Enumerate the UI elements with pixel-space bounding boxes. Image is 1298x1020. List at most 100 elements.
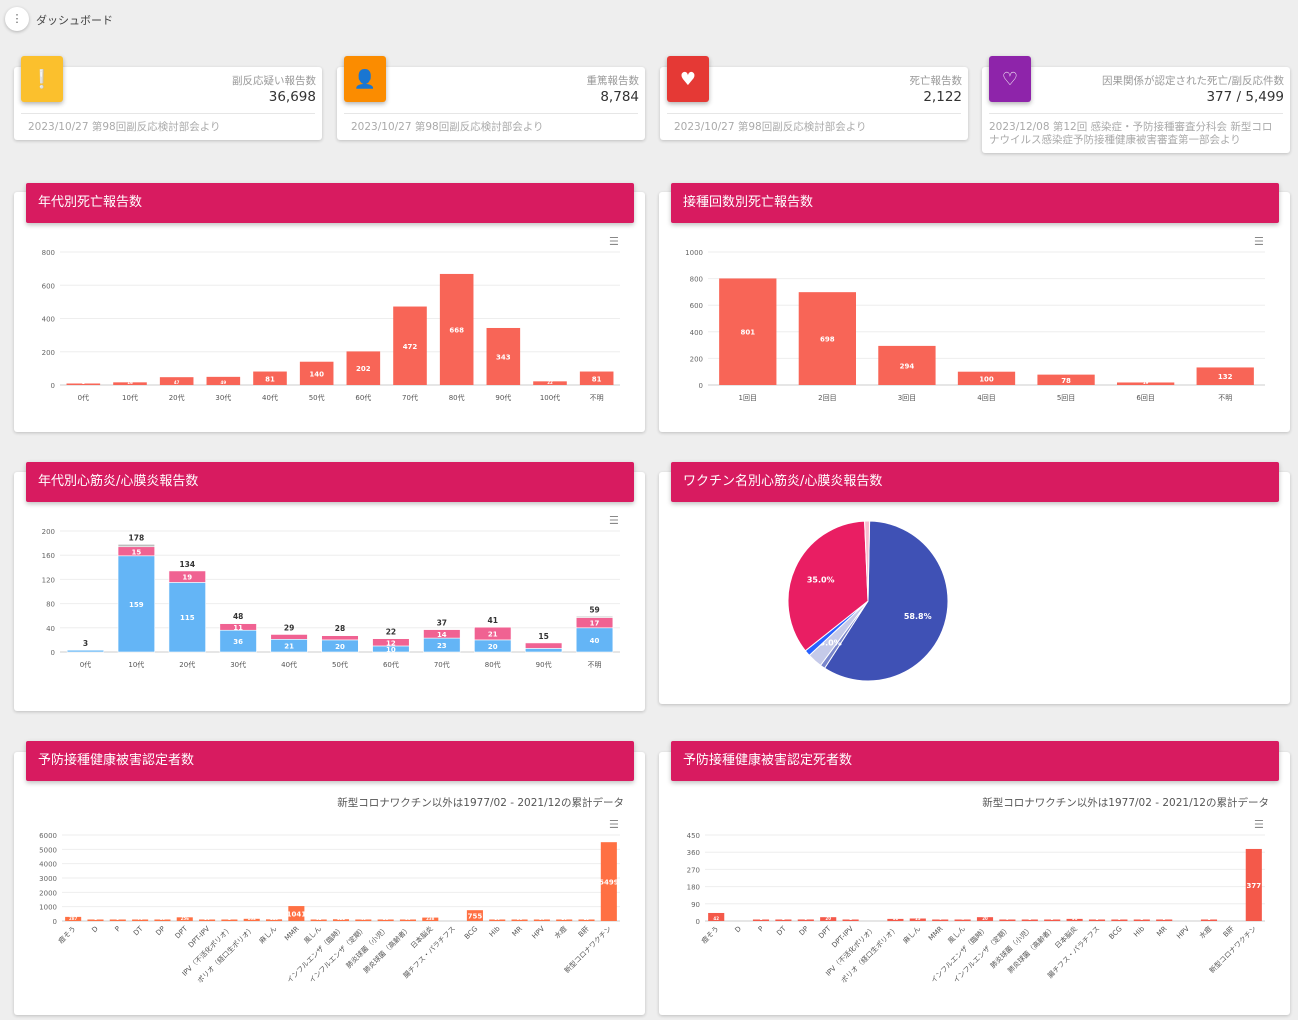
x-tick-label: B肝 [577,925,591,939]
bar [1196,367,1254,385]
x-tick-label: 痘そう [56,924,77,945]
bar-data-label: 287 [69,916,78,921]
more-vert-icon[interactable]: ⋮ [5,7,29,31]
stat-card-serious: 👤 重篤報告数 8,784 2023/10/27 第98回副反応検討部会より [337,56,645,140]
bar [154,919,171,921]
x-tick-label: DT [775,924,788,937]
bar-data-label: 22 [547,380,553,385]
bar [533,919,550,921]
x-tick-label: 水痘 [552,924,568,940]
x-tick-label: 40代 [281,660,297,669]
bar [820,917,837,921]
bar [466,910,483,921]
bar-data-label: 19 [1143,380,1149,385]
x-tick-label: Hib [1132,924,1146,938]
y-tick-label: 0 [699,382,703,390]
bar [422,917,439,921]
bar-data-label: 3 [116,916,119,921]
bar-data-label: 159 [129,601,144,609]
x-tick-label: 30代 [215,393,231,402]
pie-slice [787,520,869,652]
bar-data-label: 5499 [599,879,619,887]
y-tick-label: 40 [46,625,55,633]
x-tick-label: D [90,925,99,934]
chart-menu-icon[interactable]: ☰ [609,235,619,248]
y-tick-label: 1000 [685,249,703,257]
bar [578,919,595,921]
heart-broken-icon: ♥ [667,56,709,102]
chart-menu-icon[interactable]: ☰ [609,514,619,527]
bar-data-label: 122 [337,916,346,921]
bar-segment [525,648,563,653]
bar-data-label: 755 [468,913,483,921]
bar-data-label: 20 [335,643,345,651]
bar [957,371,1016,385]
bar-data-label: 8 [804,916,807,921]
bar [556,919,573,921]
bar [999,919,1016,921]
x-tick-label: MMR [283,925,301,943]
bar-data-label: 30 [539,916,545,921]
bar-data-label: 62 [316,916,322,921]
bar-data-label: 3 [1163,916,1166,921]
bar [1111,919,1128,921]
x-tick-label: 20代 [169,393,185,402]
bar-segment [168,570,206,583]
bar-total-label: 22 [386,628,396,637]
bar [132,919,149,921]
x-tick-label: MMR [927,925,945,943]
bar-data-label: 2 [1028,916,1031,921]
bar-data-label: 20 [488,643,498,651]
bar-data-label: 256 [181,916,190,921]
bar [1044,919,1061,921]
x-tick-label: DT [132,924,145,937]
stat-note: 2023/10/27 第98回副反応検討部会より [674,121,867,133]
heart-off-icon: ♡ [989,56,1031,102]
x-tick-label: P [114,925,123,934]
panel-title: 年代別心筋炎/心膜炎報告数 [26,462,634,502]
bar-total-label: 37 [437,619,447,628]
bar [878,345,936,385]
x-tick-label: BCG [463,925,479,941]
bar [393,306,427,385]
bar-segment [321,635,359,641]
bar-data-label: 5 [1006,916,1009,921]
bar [206,376,241,385]
bar-total-label: 59 [589,605,599,614]
bar-data-label: 10 [386,646,396,654]
panel-subtitle: 新型コロナワクチン以外は1977/02 - 2021/12の累計データ [337,797,624,809]
bar-data-label: 19 [182,574,192,582]
chart-menu-icon[interactable]: ☰ [1254,235,1264,248]
bar-data-label: 40 [361,916,367,921]
bar [87,919,104,921]
y-tick-label: 0 [51,649,55,657]
x-tick-label: 80代 [485,660,501,669]
bar-data-label: 21 [488,631,498,639]
y-tick-label: 180 [687,884,700,892]
x-tick-label: 痘そう [699,924,720,945]
x-tick-label: 2回目 [818,394,836,402]
bar [346,351,381,385]
x-tick-label: DPT [817,924,833,940]
bar-total-label: 28 [335,624,345,633]
y-tick-label: 200 [690,355,703,363]
chart-menu-icon[interactable]: ☰ [1254,818,1264,831]
x-tick-label: 50代 [309,393,325,402]
bar-data-label: 40 [590,637,600,645]
bar-data-label: 2 [782,916,785,921]
bar [976,917,994,921]
x-tick-label: D [734,925,743,934]
panel-title: 予防接種健康被害認定者数 [26,741,634,781]
bar-segment [270,634,308,640]
x-tick-label: MR [511,925,524,938]
x-tick-label: 水痘 [1197,924,1213,940]
y-tick-label: 4000 [39,861,57,869]
y-tick-label: 360 [687,849,700,857]
bar-data-label: 2 [1096,916,1099,921]
chart-menu-icon[interactable]: ☰ [609,818,619,831]
y-tick-label: 270 [687,866,700,874]
bar [797,919,814,921]
bar-segment [321,634,359,636]
stat-card-certified: ♡ 因果関係が認定された死亡/副反応件数 377 / 5,499 2023/12… [982,56,1290,153]
bar-data-label: 238 [426,916,435,921]
